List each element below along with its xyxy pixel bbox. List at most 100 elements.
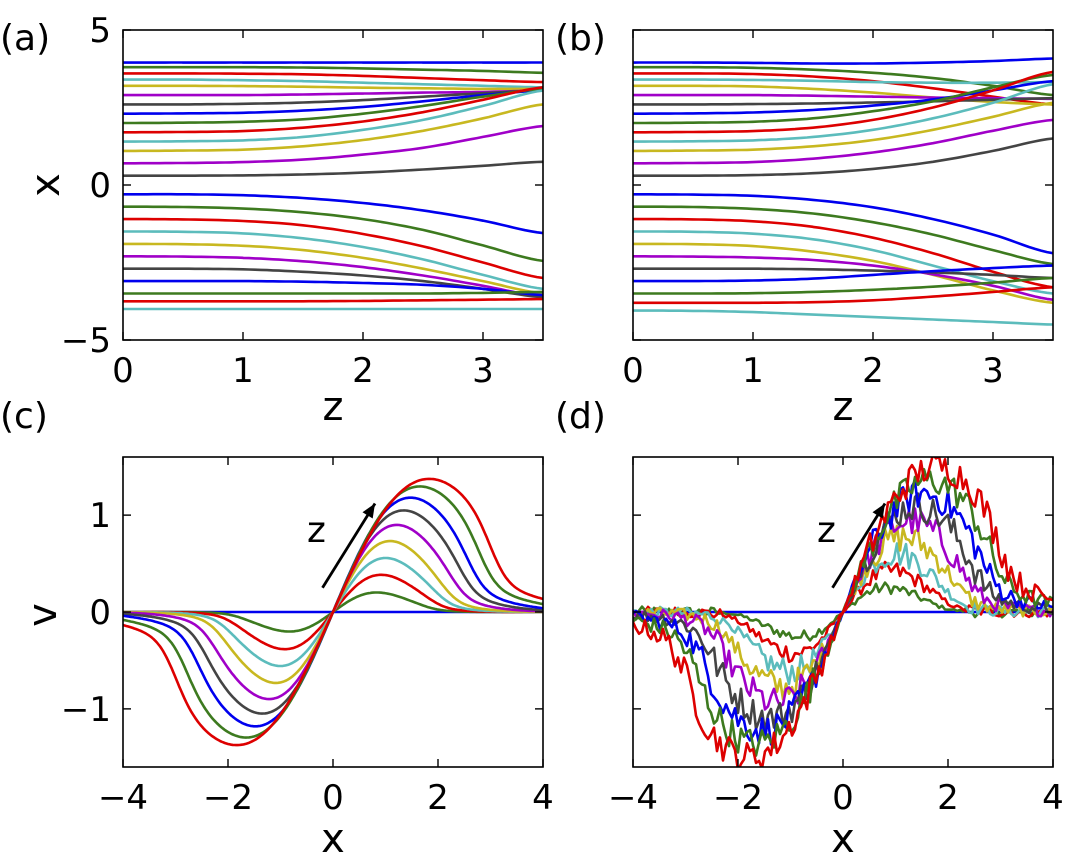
panel-a-series-5 (123, 89, 543, 97)
panel-d-arrow-head (872, 503, 885, 519)
panel-a-series-2 (123, 72, 543, 84)
panel-d-arrow-label: z (817, 510, 836, 551)
panel-d-lines (633, 457, 1053, 767)
panel-a: (a) 0 1 2 350−5 z x (0, 11, 544, 430)
panel-b-xtick-label: 1 (742, 351, 764, 391)
panel-b-series-1 (633, 65, 1053, 97)
panel-c: (c) −4 −2 0 2 4 1 0 −1 z x v (0, 396, 554, 860)
panel-b-series-22 (633, 276, 1053, 295)
panel-c-xtick-label: −2 (203, 778, 253, 818)
panel-a-series-22 (123, 290, 543, 295)
panel-b-series-21 (633, 264, 1053, 283)
panel-a-series-23 (123, 297, 543, 303)
panel-a-xtick-label: 3 (472, 351, 494, 391)
panel-a-xlabel: z (323, 384, 344, 430)
panel-c-ytick-label: 0 (89, 593, 111, 633)
panel-c-arrow: z (307, 502, 377, 589)
panel-c-xtick-label: 2 (427, 778, 449, 818)
panel-d-arrow: z (817, 502, 887, 589)
panel-a-ticks: 0 1 2 350−5 (61, 11, 543, 391)
panel-a-series-8 (123, 87, 543, 125)
panel-c-ytick-label: −1 (61, 690, 111, 730)
panel-b-series-15 (633, 205, 1053, 266)
panel-c-lines (123, 477, 543, 747)
panel-d-xtick-label: 0 (832, 778, 854, 818)
panel-d-xtick-label: 2 (937, 778, 959, 818)
panel-c-arrow-head (362, 503, 375, 519)
panel-a-series-1 (123, 65, 543, 75)
panel-a-series-15 (123, 205, 543, 263)
panel-d-series-9 (633, 457, 1053, 767)
panel-c-xtick-label: 0 (322, 778, 344, 818)
panel-a-series-7 (123, 89, 543, 115)
panel-a-lines (123, 61, 543, 311)
panel-b-series-5 (633, 93, 1053, 101)
panel-d-letter: (d) (555, 396, 606, 437)
panel-a-series-16 (123, 217, 543, 280)
panel-a-series-14 (123, 192, 543, 235)
panel-c-series-9 (123, 477, 543, 747)
panel-b-series-2 (633, 72, 1053, 106)
panel-c-arrow-shaft (321, 502, 377, 589)
panel-a-series-21 (123, 279, 543, 297)
panel-a-series-17 (123, 230, 543, 291)
panel-b-series-12 (633, 118, 1053, 165)
panel-b-series-6 (633, 96, 1053, 106)
panel-a-ytick-label: −5 (61, 321, 111, 361)
panel-b-series-18 (633, 242, 1053, 305)
panel-a-ytick-label: 0 (89, 166, 111, 206)
panel-c-ylabel: v (20, 603, 66, 627)
panel-a-xtick-label: 1 (232, 351, 254, 391)
panel-c-letter: (c) (0, 396, 48, 437)
panel-a-xtick-label: 0 (112, 351, 134, 391)
panel-a-series-11 (123, 103, 543, 153)
panel-b-series-8 (633, 73, 1053, 125)
panel-b: (b) 0 1 2 3 z (555, 18, 1054, 430)
panel-b-xlabel: z (833, 384, 854, 430)
panel-c-xtick-label: 4 (532, 778, 554, 818)
panel-c-ytick-label: 1 (89, 496, 111, 536)
panel-b-xtick-label: 3 (982, 351, 1004, 391)
panel-d-arrow-shaft (831, 502, 887, 589)
panel-a-letter: (a) (0, 18, 50, 59)
panel-a-series-19 (123, 255, 543, 298)
panel-a-xtick-label: 2 (352, 351, 374, 391)
panel-a-series-13 (123, 160, 543, 177)
panel-b-lines (633, 57, 1053, 326)
panel-b-series-24 (633, 309, 1053, 326)
panel-b-xtick-label: 2 (862, 351, 884, 391)
panel-b-series-3 (633, 78, 1053, 85)
panel-d: (d) −4 −2 0 2 4 z x (555, 396, 1064, 860)
panel-b-series-0 (633, 57, 1053, 65)
panel-d-xtick-label: −4 (608, 778, 658, 818)
panel-a-series-6 (123, 89, 543, 106)
panel-a-series-18 (123, 242, 543, 295)
panel-b-series-14 (633, 193, 1053, 255)
panel-c-xlabel: x (321, 816, 345, 860)
panel-c-xtick-label: −4 (98, 778, 148, 818)
panel-d-xlabel: x (831, 816, 855, 860)
panel-d-xtick-label: 4 (1042, 778, 1064, 818)
panel-a-ylabel: x (23, 173, 69, 197)
panel-a-series-12 (123, 124, 543, 165)
panel-a-series-3 (123, 78, 543, 89)
panel-c-ticks: −4 −2 0 2 4 1 0 −1 (61, 457, 554, 818)
panel-b-letter: (b) (555, 18, 606, 59)
panel-d-xtick-label: −2 (713, 778, 763, 818)
panel-a-series-4 (123, 84, 543, 91)
panel-b-series-9 (633, 70, 1053, 134)
panel-b-series-13 (633, 137, 1053, 177)
panel-b-ticks: 0 1 2 3 (622, 29, 1053, 391)
panel-b-xtick-label: 0 (622, 351, 644, 391)
panel-b-series-23 (633, 286, 1053, 305)
panel-d-ticks: −4 −2 0 2 4 (608, 457, 1064, 818)
panel-c-arrow-label: z (307, 510, 326, 551)
panel-b-series-10 (633, 83, 1053, 143)
panel-b-series-20 (633, 267, 1053, 280)
panel-a-ytick-label: 5 (89, 11, 111, 51)
panel-b-series-11 (633, 101, 1053, 153)
panel-a-series-9 (123, 86, 543, 134)
panel-a-series-10 (123, 89, 543, 143)
panel-b-series-17 (633, 230, 1053, 295)
